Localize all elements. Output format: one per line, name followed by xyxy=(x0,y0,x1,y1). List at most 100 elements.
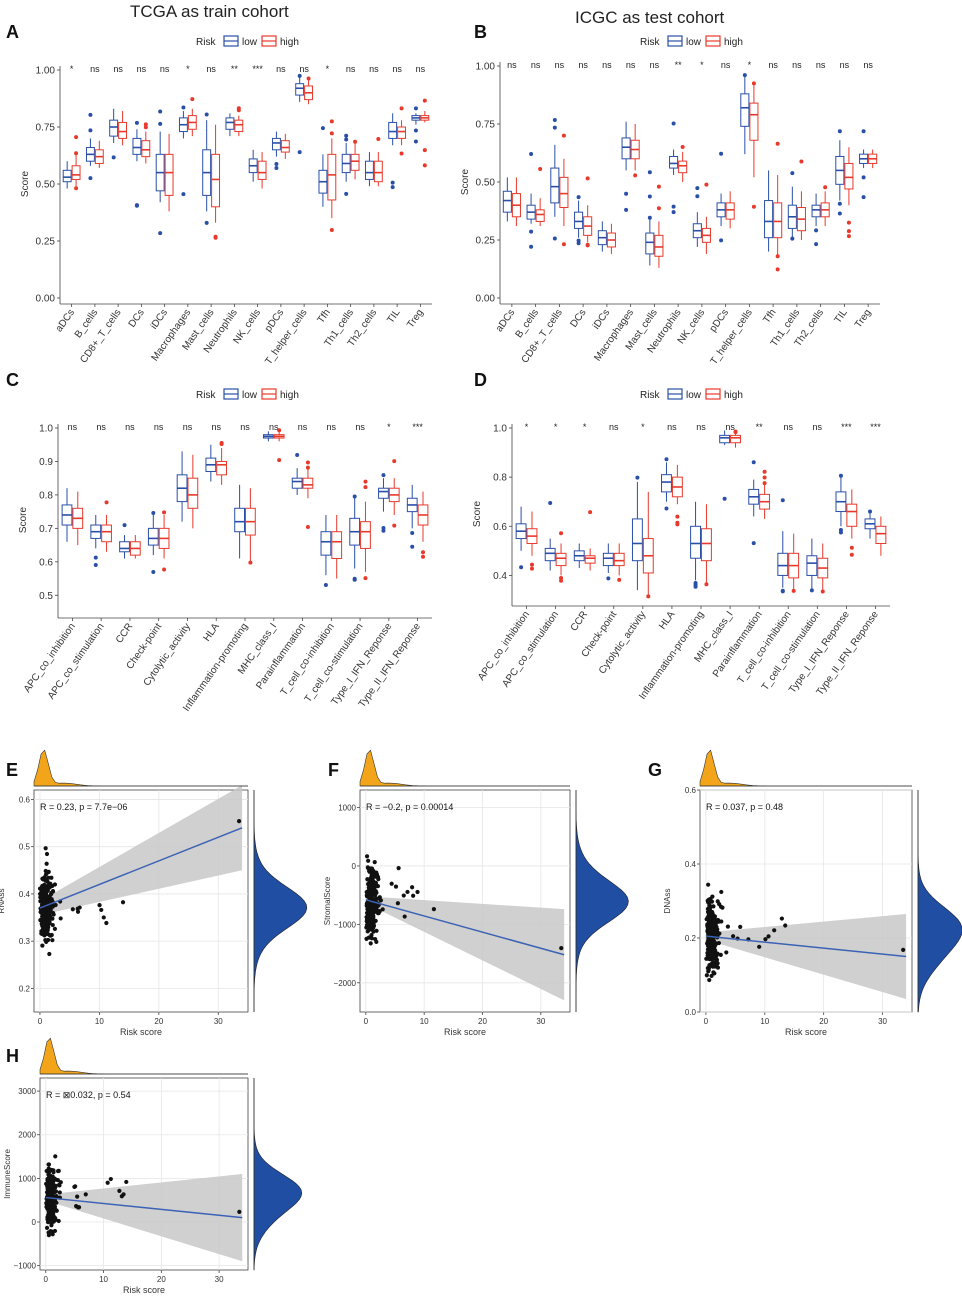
stat-annotation-h: R = ⊠0.032, p = 0.54 xyxy=(46,1090,131,1100)
signif-label-d-4: * xyxy=(641,422,645,432)
title-a: TCGA as train cohort xyxy=(130,2,289,21)
x-axis-label-e: Risk score xyxy=(120,1027,162,1037)
box-c-low-8 xyxy=(291,452,303,495)
x-tick-label-g-2: 20 xyxy=(819,1017,828,1026)
x-tick-label-e-3: 30 xyxy=(214,1017,223,1026)
box-d-high-7 xyxy=(730,429,741,448)
box-a-low-5 xyxy=(178,105,188,197)
y-tick-label-e-3: 0.5 xyxy=(19,843,31,852)
box-d-high-11 xyxy=(846,489,858,557)
box-b-low-5 xyxy=(621,121,631,212)
signif-label-c-1: ns xyxy=(96,422,106,432)
signif-label-b-9: ns xyxy=(721,60,731,70)
legend-low-a: low xyxy=(242,37,258,48)
x-tick-label-e-1: 10 xyxy=(95,1017,104,1026)
signif-label-c-2: ns xyxy=(125,422,135,432)
box-b-high-4 xyxy=(606,223,616,254)
density-right-h xyxy=(253,1078,303,1271)
x-tick-label-a-4: iDCs xyxy=(149,307,170,331)
box-c-high-9 xyxy=(331,514,343,579)
signif-label-a-2: ns xyxy=(113,64,123,74)
x-tick-label-d-0: APC_co_inhibition xyxy=(476,609,532,682)
y-tick-label-a-1: 0.25 xyxy=(36,237,56,248)
y-tick-label-e-4: 0.6 xyxy=(19,795,31,804)
legend-high-d: high xyxy=(724,390,743,401)
box-b-low-11 xyxy=(764,170,774,252)
x-tick-label-d-1: APC_co_stimulation xyxy=(500,609,561,689)
signif-label-d-5: ns xyxy=(667,422,677,432)
box-a-low-10 xyxy=(295,73,305,155)
signif-label-a-6: ns xyxy=(206,64,216,74)
legend-low-d: low xyxy=(686,390,702,401)
x-tick-label-c-5: HLA xyxy=(202,621,222,644)
box-d-high-3 xyxy=(613,543,625,582)
signif-label-a-1: ns xyxy=(90,64,100,74)
y-tick-label-d-3: 1.0 xyxy=(493,424,507,435)
x-tick-label-b-0: aDCs xyxy=(494,307,517,334)
y-tick-label-e-2: 0.4 xyxy=(19,890,31,899)
confidence-band-e xyxy=(39,785,243,916)
box-b-high-14 xyxy=(844,147,854,239)
x-tick-label-e-0: 0 xyxy=(38,1017,43,1026)
box-a-high-4 xyxy=(164,133,174,212)
signif-label-d-8: ** xyxy=(756,422,764,432)
box-a-low-6 xyxy=(202,112,212,225)
box-a-low-13 xyxy=(364,152,374,187)
legend-high-c: high xyxy=(280,390,299,401)
signif-label-d-7: ns xyxy=(725,422,735,432)
regression-line-e xyxy=(39,827,243,909)
box-a-high-8 xyxy=(257,152,267,189)
stat-annotation-f: R = −0.2, p = 0.00014 xyxy=(366,802,453,812)
legend-high-a: high xyxy=(280,37,299,48)
box-c-high-12 xyxy=(417,491,429,559)
box-b-high-15 xyxy=(868,149,878,169)
y-tick-label-a-0: 0.00 xyxy=(36,294,56,305)
legend-title-b: Risk xyxy=(640,37,660,48)
y-axis-label-g: DNAss xyxy=(663,889,672,914)
panel-label-f: F xyxy=(328,760,339,780)
box-d-high-12 xyxy=(875,516,887,556)
signif-label-c-10: ns xyxy=(355,422,365,432)
box-d-low-3 xyxy=(602,543,614,581)
y-axis-label-a: Score xyxy=(20,171,31,198)
box-a-low-15 xyxy=(411,106,421,144)
y-tick-label-h-3: 2000 xyxy=(18,1131,36,1140)
y-tick-label-h-4: 3000 xyxy=(18,1087,36,1096)
signif-label-b-3: ns xyxy=(578,60,588,70)
y-tick-label-c-2: 0.7 xyxy=(39,524,53,535)
box-c-high-4 xyxy=(187,454,199,529)
box-d-high-6 xyxy=(701,504,712,587)
x-tick-label-f-2: 20 xyxy=(478,1017,487,1026)
box-a-high-1 xyxy=(94,140,104,169)
x-tick-label-g-3: 30 xyxy=(878,1017,887,1026)
signif-label-a-8: *** xyxy=(252,64,263,74)
y-tick-label-a-2: 0.50 xyxy=(36,180,56,191)
regression-line-g xyxy=(705,935,907,958)
box-c-high-5 xyxy=(216,441,228,485)
box-c-high-3 xyxy=(158,510,170,572)
box-d-low-8 xyxy=(748,460,760,546)
signif-label-d-3: ns xyxy=(609,422,619,432)
x-tick-label-a-15: Treg xyxy=(405,307,426,330)
y-tick-label-b-1: 0.25 xyxy=(476,236,496,247)
y-tick-label-c-4: 0.9 xyxy=(39,457,53,468)
box-a-low-3 xyxy=(132,120,142,208)
box-a-high-9 xyxy=(280,133,290,159)
y-tick-label-g-1: 0.2 xyxy=(685,934,697,943)
y-axis-label-d: Score xyxy=(472,501,483,528)
confidence-band-g xyxy=(705,913,907,1000)
signif-label-b-15: ns xyxy=(863,60,873,70)
box-d-low-2 xyxy=(573,543,585,569)
box-d-high-9 xyxy=(788,533,800,593)
y-tick-label-c-1: 0.6 xyxy=(39,557,53,568)
box-a-high-0 xyxy=(71,135,81,191)
x-tick-label-h-3: 30 xyxy=(215,1275,224,1284)
scatter-points-e xyxy=(37,819,242,957)
x-tick-label-b-4: iDCs xyxy=(591,307,612,331)
box-b-low-4 xyxy=(597,221,607,252)
box-a-low-9 xyxy=(271,131,281,170)
signif-label-c-9: ns xyxy=(327,422,337,432)
box-b-low-12 xyxy=(787,171,797,241)
signif-label-a-10: ns xyxy=(299,64,309,74)
signif-label-d-2: * xyxy=(583,422,587,432)
